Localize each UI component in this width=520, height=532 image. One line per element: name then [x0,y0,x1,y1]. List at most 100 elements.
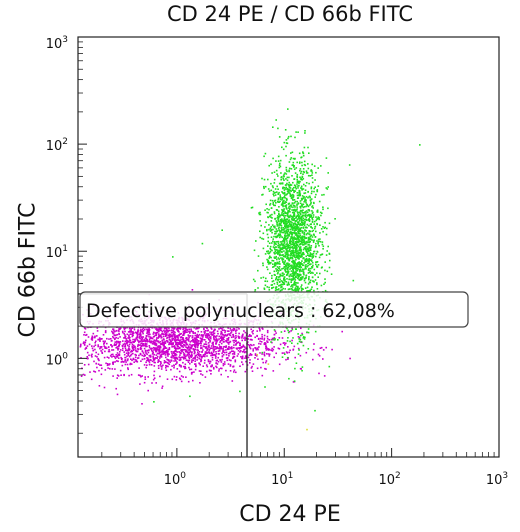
data-point [213,337,215,340]
data-point [143,364,146,366]
data-point [189,362,191,365]
data-point [112,335,114,338]
data-point [222,337,224,340]
data-point [193,371,195,373]
data-point [283,191,286,194]
data-point [283,330,286,332]
data-point [293,209,295,211]
data-point [83,331,86,334]
data-point [298,248,301,251]
data-point [284,223,286,226]
data-point [284,269,286,272]
data-point [249,343,252,346]
data-point [303,192,305,195]
data-point [98,385,101,387]
data-point [151,382,153,384]
data-point [310,234,313,237]
data-point [297,221,299,223]
data-point [83,343,86,345]
data-point [260,224,262,227]
data-point [308,278,310,281]
data-point [157,345,160,347]
data-point [277,175,279,177]
data-point [303,214,305,217]
data-point [287,282,290,285]
data-point [304,281,307,284]
data-point [299,240,301,242]
data-point [196,338,198,341]
data-point [314,279,317,281]
data-point [228,352,231,355]
data-point [273,356,275,359]
data-point [235,340,237,342]
data-point [300,177,302,180]
data-point [94,355,97,357]
data-point [297,336,300,338]
data-point [289,216,291,219]
data-point [171,346,173,348]
data-point [190,368,193,371]
data-point [83,341,85,343]
data-point [291,221,293,224]
data-point [348,164,351,166]
data-point [284,235,286,238]
data-point [293,214,296,216]
data-point [188,330,190,333]
data-point [261,351,264,354]
data-point [263,155,265,158]
data-point [300,262,302,264]
data-point [291,260,294,262]
data-point [201,242,204,245]
data-point [301,235,304,238]
data-point [274,225,276,228]
data-point [285,220,288,223]
data-point [299,264,301,267]
data-point [187,380,190,383]
data-point [311,227,314,229]
data-point [237,353,240,355]
data-point [298,256,300,258]
data-point [212,349,215,351]
data-point [185,349,187,352]
data-point [279,224,281,226]
data-point [175,379,178,381]
data-point [261,177,263,180]
data-point [272,240,274,243]
data-point [287,188,290,191]
data-point [193,337,196,339]
data-point [305,259,307,262]
data-point [292,206,294,209]
data-point [268,228,270,231]
data-point [289,349,291,352]
data-point [139,374,141,377]
data-point [285,145,287,148]
data-point [280,221,282,224]
data-point [159,328,162,331]
data-point [206,355,208,357]
data-point [270,216,272,219]
data-point [137,357,140,359]
data-point [193,349,196,351]
data-point [291,236,294,239]
data-point [181,356,184,358]
data-point [198,333,201,336]
data-point [313,165,316,167]
data-point [139,337,141,340]
data-point [153,374,155,377]
data-point [281,280,284,283]
data-point [287,216,290,219]
data-point [285,251,287,254]
data-point [287,337,289,339]
data-point [267,236,270,239]
data-point [288,190,290,193]
data-point [200,373,202,375]
data-point [285,154,287,157]
data-point [295,242,297,244]
data-point [293,232,295,234]
data-point [127,353,129,356]
data-point [301,255,303,258]
data-point [294,200,297,203]
data-point [180,352,182,354]
data-point [108,350,111,353]
